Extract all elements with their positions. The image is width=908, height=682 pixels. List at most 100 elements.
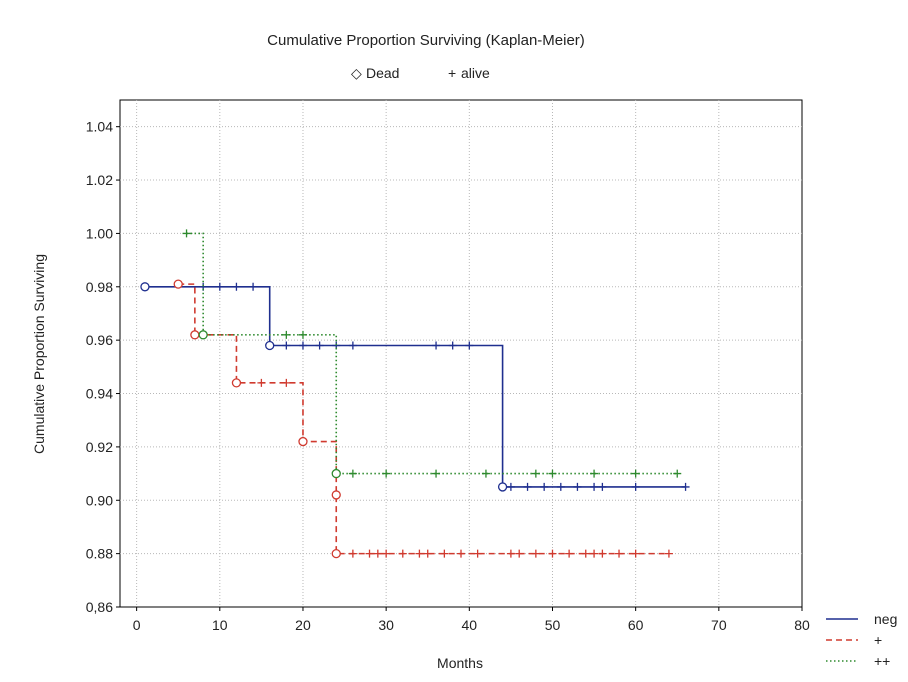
dead-marker [173,279,183,289]
alive-marker [373,549,382,558]
alive-marker [556,482,565,491]
y-tick-label: 1.02 [86,172,113,188]
dead-marker [497,482,508,492]
alive-marker [673,469,682,478]
alive-marker [590,482,599,491]
alive-marker [598,482,607,491]
alive-marker [590,469,599,478]
alive-marker [182,229,191,238]
alive-marker [315,341,324,350]
y-tick-label: 0.94 [86,386,113,402]
alive-marker [432,341,441,350]
series-group [140,282,690,492]
alive-marker [615,549,624,558]
alive-marker [631,549,640,558]
y-tick-label: 0.88 [86,546,113,562]
series-line [144,285,686,488]
alive-marker [631,482,640,491]
series-line [178,283,669,555]
y-tick-label: 1.00 [86,225,113,241]
alive-marker [282,341,291,350]
dead-marker [190,330,200,340]
alive-marker [548,549,557,558]
alive-marker [481,469,490,478]
marker-legend: ◇ Dead + alive [351,65,490,81]
dead-marker [298,436,308,447]
y-tick-label: 0,86 [86,599,113,615]
y-tick-label: 0.96 [86,332,113,348]
alive-marker [282,330,291,339]
alive-marker [540,482,549,491]
alive-marker [573,482,582,491]
marker-legend-dead-symbol: ◇ [351,65,362,81]
alive-marker [348,469,357,478]
alive-marker [423,549,432,558]
alive-marker [548,469,557,478]
alive-marker [631,469,640,478]
y-tick-label: 0.98 [86,279,113,295]
alive-marker [465,341,474,350]
alive-marker [531,549,540,558]
alive-marker [523,482,532,491]
marker-legend-dead-label: Dead [366,65,399,81]
plot-area [119,99,803,608]
x-tick-label: 50 [545,617,561,633]
x-tick-label: 30 [378,617,394,633]
series-line [186,232,678,475]
alive-marker [365,549,374,558]
alive-marker [382,469,391,478]
chart-title: Cumulative Proportion Surviving (Kaplan-… [267,32,585,49]
dead-marker [140,282,150,292]
y-axis-label: Cumulative Proportion Surviving [31,254,47,454]
x-axis-label: Months [437,655,483,671]
alive-marker [590,549,599,558]
legend-label: + [874,632,882,648]
alive-marker [348,549,357,558]
x-tick-label: 60 [628,617,644,633]
alive-marker [506,549,515,558]
gridlines [120,100,802,607]
alive-marker [398,549,407,558]
y-tick-label: 1.04 [86,119,113,135]
legend-label: neg [874,611,897,627]
alive-marker [473,549,482,558]
alive-marker [581,549,590,558]
x-tick-label: 80 [794,617,810,633]
dead-marker [198,330,208,340]
legend-label: ++ [874,653,890,669]
alive-marker [382,549,391,558]
alive-marker [565,549,574,558]
series-legend: neg+++ [826,611,897,669]
alive-marker [506,482,515,491]
series-group [173,279,673,559]
alive-marker [215,282,224,291]
alive-marker [298,330,307,339]
marker-legend-alive-symbol: + [448,65,456,81]
y-tick-label: 0.92 [86,439,113,455]
alive-marker [448,341,457,350]
alive-marker [282,378,291,387]
dead-marker [331,468,341,479]
x-axis-ticks: 0 10 20 30 40 50 60 70 80 [133,607,810,633]
dead-marker [331,548,341,559]
alive-marker [531,469,540,478]
alive-marker [298,341,307,350]
alive-marker [515,549,524,558]
alive-marker [598,549,607,558]
alive-marker [432,469,441,478]
marker-legend-alive-label: alive [461,65,490,81]
alive-marker [257,378,266,387]
alive-marker [348,341,357,350]
series-layer [140,229,690,559]
dead-marker [331,490,341,500]
alive-marker [415,549,424,558]
alive-marker [249,282,258,291]
x-tick-label: 20 [295,617,311,633]
alive-marker [440,549,449,558]
alive-marker [681,482,690,491]
y-tick-label: 0.90 [86,492,113,508]
y-axis-ticks: 0,86 0.88 0.90 0.92 0.94 0.96 0.98 1.00 1.02 1.04 [86,119,120,615]
x-tick-label: 70 [711,617,727,633]
alive-marker [457,549,465,558]
